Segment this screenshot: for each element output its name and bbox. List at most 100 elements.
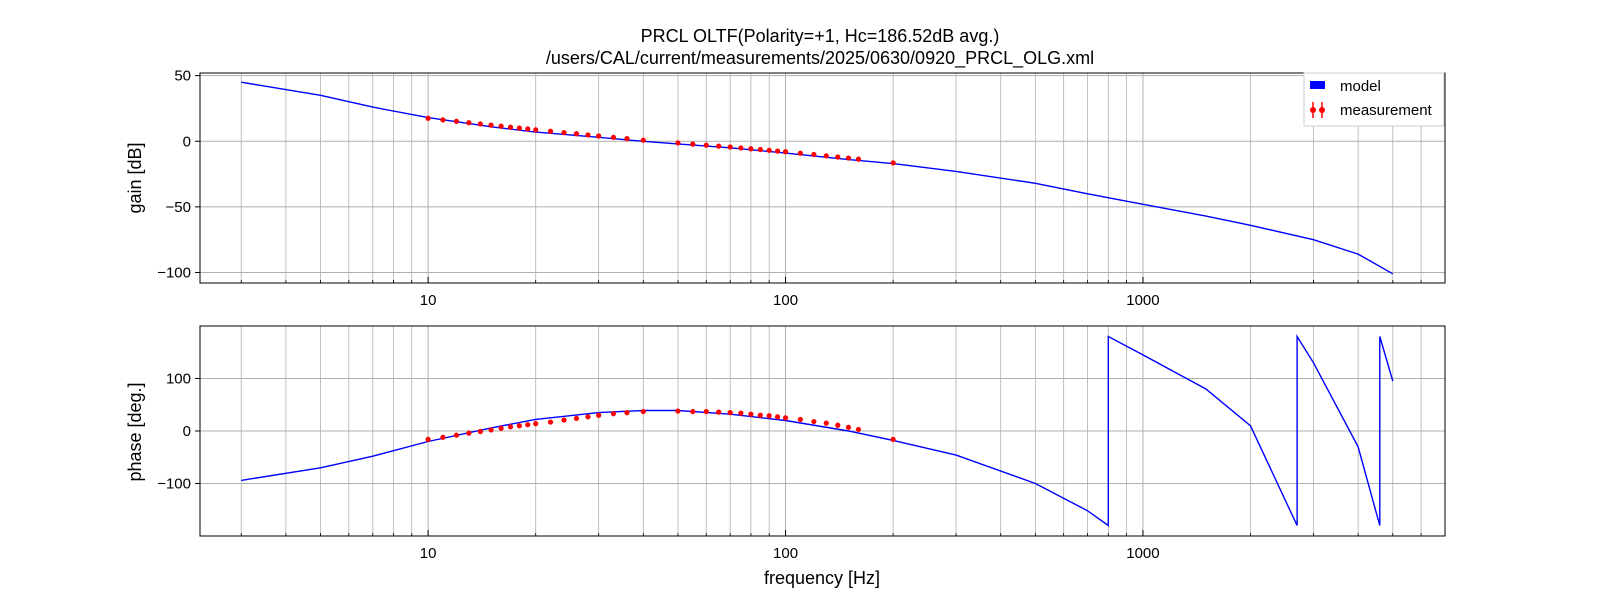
y-tick-label: 50: [174, 68, 191, 85]
gain-measurement-point: [823, 153, 829, 159]
phase-measurement-point: [440, 434, 446, 440]
gain-measurement-point: [675, 140, 681, 146]
gain-measurement-point: [610, 134, 617, 140]
phase-model-line: [241, 334, 1394, 527]
x-tick-label: 1000: [1126, 545, 1159, 562]
gain-measurement-point: [624, 136, 630, 142]
phase-measurement-point: [855, 426, 862, 433]
y-tick-label: 0: [183, 133, 191, 150]
phase-measurement-point: [585, 414, 591, 420]
phase-measurement-point: [835, 422, 841, 428]
phase-measurement-point: [782, 415, 789, 421]
legend-frame: [1303, 72, 1445, 127]
gain-measurement-point: [766, 147, 772, 153]
legend: model measurement: [1303, 72, 1445, 127]
gain-measurement-point: [748, 146, 754, 152]
gain-measurement-point: [757, 146, 763, 153]
gain-measurement-point: [845, 155, 852, 161]
phase-measurement-point: [797, 416, 803, 423]
gain-measurement-point: [440, 117, 446, 123]
gain-grid: [200, 73, 1446, 283]
y-tick-label: 0: [183, 423, 191, 440]
phase-measurement-point: [640, 408, 646, 415]
gain-axis-label: gain [dB]: [125, 142, 145, 213]
gain-y-ticks: 50 0 −50 −100: [157, 68, 200, 282]
gain-measurement-point: [855, 156, 862, 162]
phase-measurement-point: [488, 427, 494, 433]
phase-measurement-point: [774, 414, 781, 420]
chart-title: PRCL OLTF(Polarity=+1, Hc=186.52dB avg.): [641, 26, 1000, 46]
x-tick-label: 10: [420, 292, 437, 309]
gain-x-ticks: 10 100 1000: [240, 277, 1446, 309]
gain-measurement-point: [835, 154, 841, 160]
gain-plot-frame: [199, 72, 1446, 284]
phase-measurement-point: [561, 417, 567, 423]
phase-measurement-point: [890, 436, 896, 442]
phase-measurement-point: [596, 412, 602, 418]
x-tick-label: 100: [773, 292, 798, 309]
legend-measurement-swatch: [1310, 102, 1325, 118]
gain-measurement-point: [533, 127, 539, 133]
phase-measurement-point: [716, 409, 722, 415]
phase-measurement-point: [533, 421, 539, 427]
gain-measurement-point: [466, 120, 472, 126]
gain-measurement-point: [547, 128, 554, 134]
phase-measurement-point: [610, 411, 617, 417]
y-tick-label: 100: [166, 371, 191, 388]
phase-measurement-point: [624, 410, 630, 416]
gain-measurement-point: [703, 142, 709, 148]
legend-measurement-label: measurement: [1340, 102, 1433, 119]
phase-y-ticks: 100 0 −100: [157, 371, 200, 493]
gain-plot-area: [200, 73, 1445, 283]
phase-panel: 10 100 1000 1000−100 phase [deg.]: [125, 325, 1446, 562]
gain-measurement-point: [797, 150, 803, 156]
gain-measurement-point: [488, 122, 494, 128]
phase-measurement-point: [425, 436, 431, 442]
phase-measurement-point: [507, 424, 514, 430]
gain-measurement-points: [425, 115, 896, 166]
gain-measurement-point: [453, 118, 460, 124]
phase-measurement-points: [425, 408, 896, 442]
gain-measurement-point: [782, 149, 789, 155]
y-tick-label: −100: [157, 476, 191, 493]
gain-measurement-point: [585, 132, 591, 138]
gain-model-curve: [241, 81, 1394, 275]
phase-measurement-point: [811, 418, 817, 425]
x-tick-label: 100: [773, 545, 798, 562]
gain-measurement-point: [425, 115, 431, 121]
gain-measurement-point: [573, 131, 580, 137]
gain-measurement-point: [890, 160, 896, 166]
phase-measurement-point: [703, 408, 709, 415]
gain-measurement-point: [727, 144, 733, 150]
phase-measurement-point: [766, 413, 772, 419]
gain-measurement-point: [477, 121, 483, 127]
x-tick-label: 10: [420, 545, 437, 562]
phase-grid: [200, 326, 1446, 536]
y-tick-label: −100: [157, 265, 191, 282]
legend-model-swatch: [1310, 81, 1325, 89]
gain-measurement-point: [596, 133, 602, 139]
legend-model-label: model: [1340, 78, 1381, 95]
phase-measurement-point: [525, 422, 531, 428]
phase-measurement-point: [690, 408, 696, 415]
phase-measurement-point: [547, 419, 554, 425]
gain-measurement-point: [507, 124, 514, 130]
phase-measurement-point: [453, 432, 460, 438]
gain-measurement-point: [811, 151, 817, 158]
gain-measurement-point: [690, 141, 696, 147]
phase-measurement-point: [757, 412, 763, 418]
gain-measurement-point: [640, 137, 646, 143]
gain-measurement-point: [516, 125, 522, 131]
gain-measurement-point: [498, 123, 504, 129]
phase-measurement-point: [675, 408, 681, 414]
phase-measurement-point: [498, 425, 504, 431]
phase-measurement-point: [516, 423, 522, 429]
gain-measurement-point: [561, 129, 567, 136]
phase-x-ticks: 10 100 1000: [240, 530, 1446, 562]
phase-measurement-point: [748, 411, 754, 417]
gain-measurement-point: [716, 143, 722, 149]
phase-measurement-point: [738, 410, 744, 416]
gain-model-line: [241, 81, 1394, 275]
x-tick-label: 1000: [1126, 292, 1159, 309]
